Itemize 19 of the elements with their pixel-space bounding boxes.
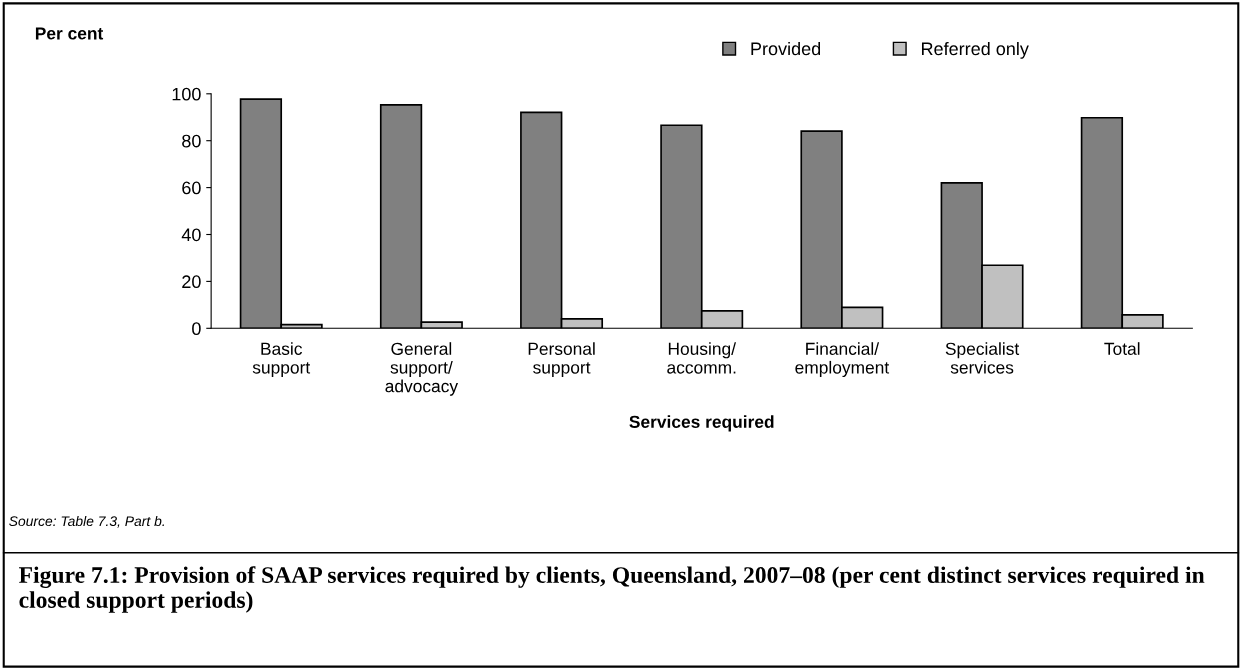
x-tick-label: General support/ advocacy <box>385 342 459 396</box>
y-tick-label: 60 <box>182 181 201 195</box>
y-tick-label: 100 <box>172 87 201 101</box>
y-tick-label: 0 <box>192 322 201 336</box>
y-tick-label: 20 <box>182 275 201 289</box>
x-tick-label: Housing/ accomm. <box>667 342 736 374</box>
x-tick-label: Total <box>1104 342 1140 355</box>
source-note: Source: Table 7.3, Part b. <box>9 515 164 528</box>
x-axis-title: Services required <box>629 415 774 432</box>
x-tick-label: Personal support <box>528 342 595 378</box>
x-tick-label: Specialist services <box>945 342 1020 374</box>
text: Figure 7.1: Provision of SAAP services required by clients, Queensland, 2007–08 (per cent distinct services required in closed support periods) <box>19 566 1205 613</box>
legend-label: Provided <box>751 41 821 56</box>
x-tick-label: Basic support <box>252 342 311 378</box>
x-tick-label: Financial/ employment <box>795 342 890 378</box>
y-axis-title: Per cent <box>35 27 104 40</box>
y-tick-label: 80 <box>182 134 201 148</box>
legend-label: Referred only <box>922 41 1029 59</box>
y-tick-label: 40 <box>181 228 201 242</box>
